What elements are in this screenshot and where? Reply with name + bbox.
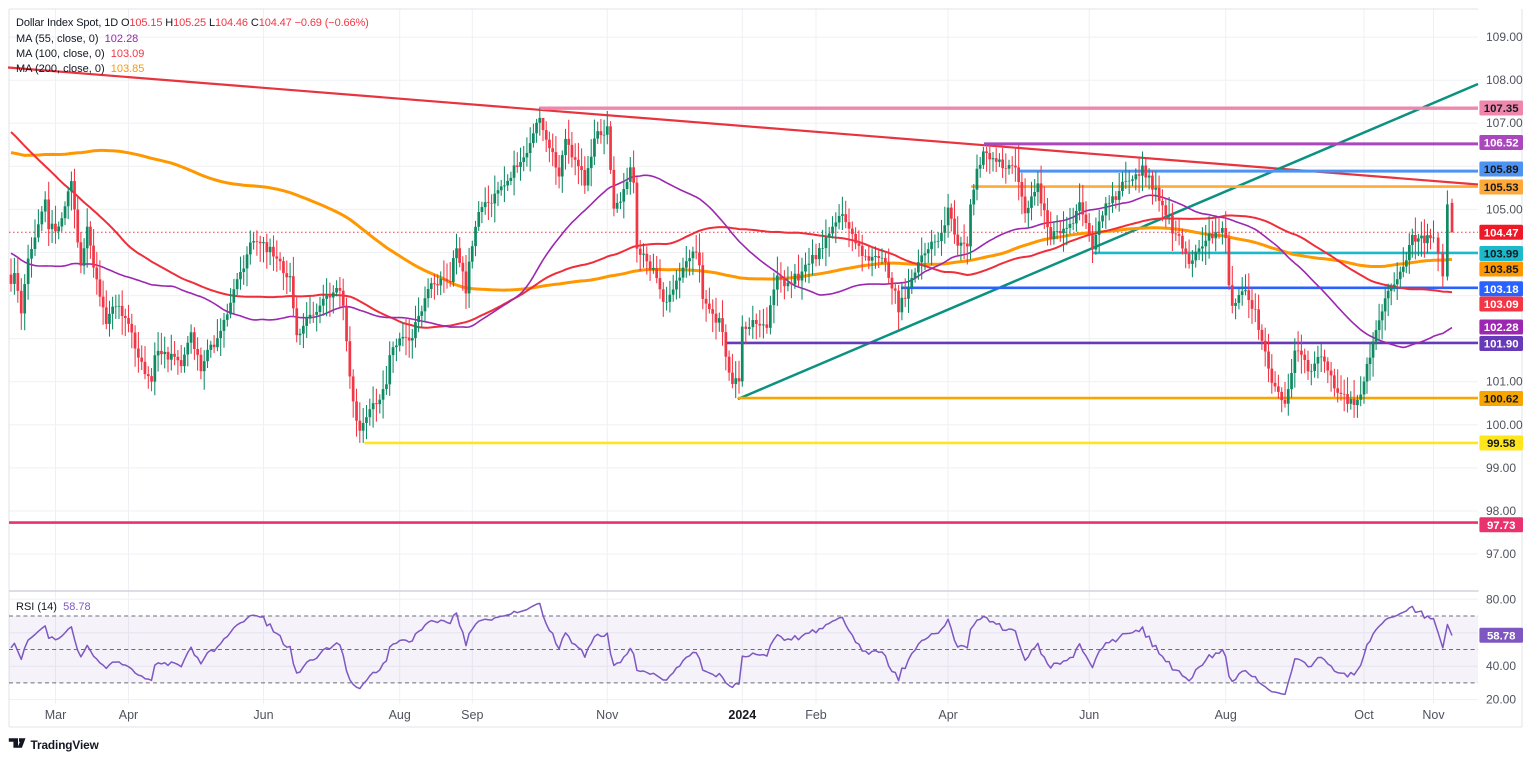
- svg-text:Aug: Aug: [389, 708, 411, 722]
- svg-text:Nov: Nov: [1422, 708, 1445, 722]
- svg-text:Feb: Feb: [805, 708, 827, 722]
- svg-text:107.35: 107.35: [1484, 103, 1520, 115]
- svg-text:98.00: 98.00: [1486, 504, 1516, 518]
- svg-text:108.00: 108.00: [1486, 73, 1523, 87]
- svg-text:40.00: 40.00: [1486, 659, 1516, 673]
- svg-text:Nov: Nov: [596, 708, 619, 722]
- svg-text:Aug: Aug: [1215, 708, 1237, 722]
- svg-text:Sep: Sep: [461, 708, 483, 722]
- svg-text:101.90: 101.90: [1484, 339, 1519, 351]
- svg-text:101.00: 101.00: [1486, 375, 1523, 389]
- svg-text:Dollar Index Spot, 1D O105.15: Dollar Index Spot, 1D O105.15 H105.25 L1…: [16, 17, 369, 29]
- svg-text:MA (55, close, 0) 102.28: MA (55, close, 0) 102.28: [16, 33, 138, 45]
- svg-text:20.00: 20.00: [1486, 693, 1516, 707]
- svg-text:Apr: Apr: [119, 708, 138, 722]
- svg-text:MA (200, close, 0) 103.85: MA (200, close, 0) 103.85: [16, 63, 144, 75]
- svg-text:RSI (14) 58.78: RSI (14) 58.78: [16, 601, 91, 613]
- svg-text:105.00: 105.00: [1486, 202, 1523, 216]
- svg-text:100.00: 100.00: [1486, 418, 1523, 432]
- svg-text:105.53: 105.53: [1484, 182, 1519, 194]
- svg-text:2024: 2024: [728, 708, 756, 722]
- svg-text:TradingView: TradingView: [31, 738, 100, 752]
- svg-text:104.47: 104.47: [1484, 228, 1519, 240]
- svg-text:107.00: 107.00: [1486, 116, 1523, 130]
- svg-text:Apr: Apr: [938, 708, 957, 722]
- svg-text:103.85: 103.85: [1484, 264, 1520, 276]
- svg-text:103.09: 103.09: [1484, 299, 1519, 311]
- svg-text:103.99: 103.99: [1484, 249, 1519, 261]
- svg-text:109.00: 109.00: [1486, 30, 1523, 44]
- svg-text:99.00: 99.00: [1486, 461, 1516, 475]
- svg-text:Mar: Mar: [45, 708, 67, 722]
- svg-text:97.00: 97.00: [1486, 547, 1516, 561]
- svg-text:Oct: Oct: [1354, 708, 1374, 722]
- svg-text:Jun: Jun: [253, 708, 273, 722]
- svg-text:103.18: 103.18: [1484, 284, 1519, 296]
- svg-text:100.62: 100.62: [1484, 394, 1519, 406]
- svg-text:Jun: Jun: [1079, 708, 1099, 722]
- svg-text:106.52: 106.52: [1484, 138, 1519, 150]
- svg-text:97.73: 97.73: [1487, 520, 1516, 532]
- svg-text:MA (100, close, 0) 103.09: MA (100, close, 0) 103.09: [16, 48, 144, 60]
- svg-text:80.00: 80.00: [1486, 592, 1516, 606]
- svg-text:102.28: 102.28: [1484, 322, 1519, 334]
- svg-text:105.89: 105.89: [1484, 164, 1519, 176]
- svg-text:58.78: 58.78: [1487, 631, 1516, 643]
- svg-text:99.58: 99.58: [1487, 438, 1516, 450]
